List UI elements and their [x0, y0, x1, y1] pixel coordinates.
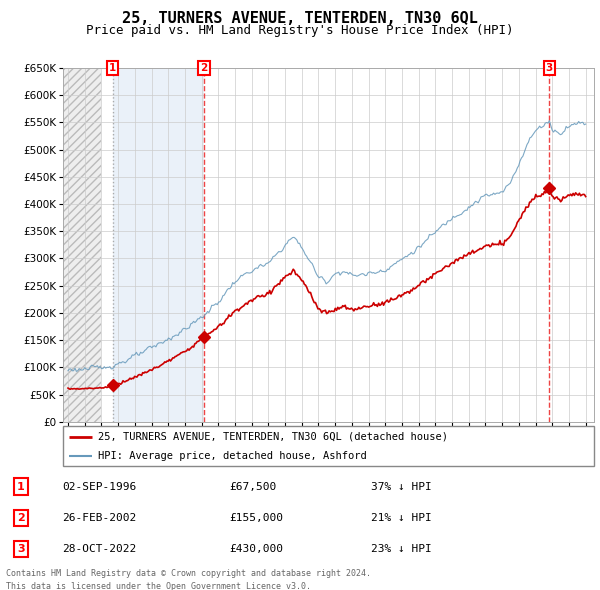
- Text: 02-SEP-1996: 02-SEP-1996: [62, 481, 136, 491]
- Text: This data is licensed under the Open Government Licence v3.0.: This data is licensed under the Open Gov…: [6, 582, 311, 590]
- Text: 1: 1: [109, 63, 116, 73]
- Bar: [63, 68, 101, 422]
- Text: HPI: Average price, detached house, Ashford: HPI: Average price, detached house, Ashf…: [98, 451, 366, 461]
- Text: 25, TURNERS AVENUE, TENTERDEN, TN30 6QL: 25, TURNERS AVENUE, TENTERDEN, TN30 6QL: [122, 11, 478, 25]
- Text: 1: 1: [17, 481, 25, 491]
- Text: 23% ↓ HPI: 23% ↓ HPI: [371, 544, 431, 554]
- Text: 3: 3: [546, 63, 553, 73]
- Text: 2: 2: [200, 63, 208, 73]
- Text: Price paid vs. HM Land Registry's House Price Index (HPI): Price paid vs. HM Land Registry's House …: [86, 24, 514, 37]
- Text: £155,000: £155,000: [229, 513, 283, 523]
- Text: 25, TURNERS AVENUE, TENTERDEN, TN30 6QL (detached house): 25, TURNERS AVENUE, TENTERDEN, TN30 6QL …: [98, 432, 448, 442]
- Text: £67,500: £67,500: [229, 481, 277, 491]
- Text: Contains HM Land Registry data © Crown copyright and database right 2024.: Contains HM Land Registry data © Crown c…: [6, 569, 371, 578]
- Text: 28-OCT-2022: 28-OCT-2022: [62, 544, 136, 554]
- Text: 3: 3: [17, 544, 25, 554]
- FancyBboxPatch shape: [63, 426, 594, 466]
- Text: 2: 2: [17, 513, 25, 523]
- Text: 21% ↓ HPI: 21% ↓ HPI: [371, 513, 431, 523]
- Text: £430,000: £430,000: [229, 544, 283, 554]
- Text: 37% ↓ HPI: 37% ↓ HPI: [371, 481, 431, 491]
- Text: 26-FEB-2002: 26-FEB-2002: [62, 513, 136, 523]
- Bar: [113, 68, 204, 422]
